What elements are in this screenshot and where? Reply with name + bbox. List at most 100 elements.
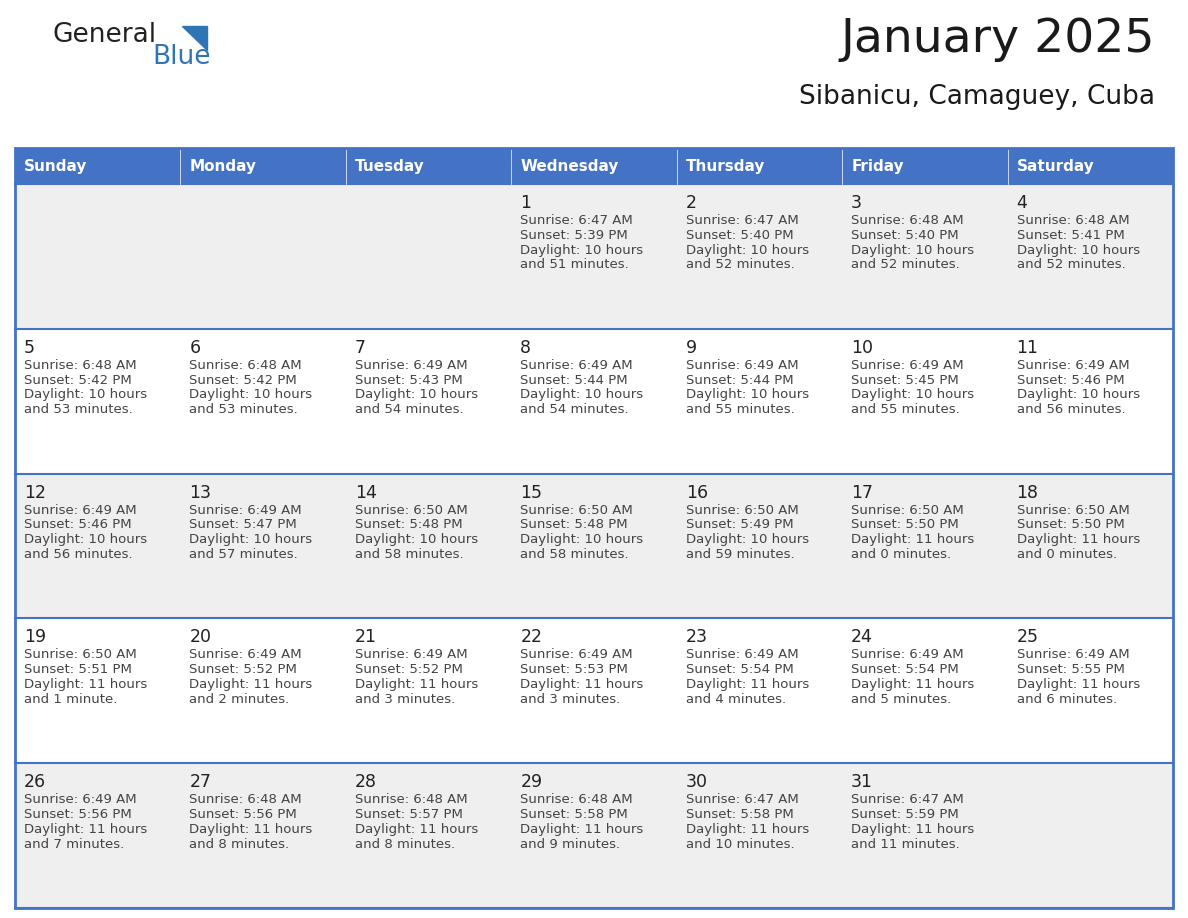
Text: Daylight: 10 hours: Daylight: 10 hours [355,388,478,401]
Text: Sunset: 5:54 PM: Sunset: 5:54 PM [851,663,959,677]
Text: 11: 11 [1017,339,1038,357]
Text: Daylight: 11 hours: Daylight: 11 hours [520,678,644,691]
Text: Sunset: 5:42 PM: Sunset: 5:42 PM [24,374,132,386]
Text: Daylight: 10 hours: Daylight: 10 hours [24,388,147,401]
Text: Sunrise: 6:48 AM: Sunrise: 6:48 AM [1017,214,1130,227]
Text: Sunrise: 6:47 AM: Sunrise: 6:47 AM [520,214,633,227]
Text: and 2 minutes.: and 2 minutes. [189,693,290,706]
Text: Daylight: 10 hours: Daylight: 10 hours [520,243,644,257]
Text: Sunrise: 6:49 AM: Sunrise: 6:49 AM [520,359,633,372]
Text: Sunrise: 6:50 AM: Sunrise: 6:50 AM [685,504,798,517]
Text: Sunrise: 6:49 AM: Sunrise: 6:49 AM [851,648,963,661]
Text: Daylight: 10 hours: Daylight: 10 hours [685,533,809,546]
Text: and 52 minutes.: and 52 minutes. [851,258,960,272]
Text: Tuesday: Tuesday [355,160,424,174]
Text: Monday: Monday [189,160,257,174]
Text: Sunset: 5:39 PM: Sunset: 5:39 PM [520,229,628,241]
Text: 26: 26 [24,773,46,791]
Text: Sunrise: 6:50 AM: Sunrise: 6:50 AM [24,648,137,661]
Text: January 2025: January 2025 [840,17,1155,62]
Text: Sunset: 5:45 PM: Sunset: 5:45 PM [851,374,959,386]
Text: Sunset: 5:53 PM: Sunset: 5:53 PM [520,663,628,677]
Text: Daylight: 11 hours: Daylight: 11 hours [685,678,809,691]
Text: and 55 minutes.: and 55 minutes. [685,403,795,416]
Text: and 56 minutes.: and 56 minutes. [1017,403,1125,416]
Text: Daylight: 11 hours: Daylight: 11 hours [189,678,312,691]
Text: 21: 21 [355,629,377,646]
Text: Sunrise: 6:50 AM: Sunrise: 6:50 AM [851,504,963,517]
Text: Sunrise: 6:49 AM: Sunrise: 6:49 AM [1017,359,1130,372]
Text: 4: 4 [1017,194,1028,212]
Text: Daylight: 11 hours: Daylight: 11 hours [851,533,974,546]
Text: 10: 10 [851,339,873,357]
Text: and 52 minutes.: and 52 minutes. [685,258,795,272]
Text: and 3 minutes.: and 3 minutes. [355,693,455,706]
Text: Sunset: 5:57 PM: Sunset: 5:57 PM [355,808,463,821]
Text: Sunrise: 6:50 AM: Sunrise: 6:50 AM [1017,504,1130,517]
Text: 17: 17 [851,484,873,501]
Text: Sunset: 5:40 PM: Sunset: 5:40 PM [851,229,959,241]
Text: and 7 minutes.: and 7 minutes. [24,837,125,851]
Bar [181,148,346,184]
Text: Sunset: 5:48 PM: Sunset: 5:48 PM [520,519,628,532]
Bar [511,148,677,184]
Text: Sunset: 5:58 PM: Sunset: 5:58 PM [685,808,794,821]
Text: 30: 30 [685,773,708,791]
Text: Sunrise: 6:49 AM: Sunrise: 6:49 AM [189,648,302,661]
Text: Daylight: 11 hours: Daylight: 11 hours [1017,533,1139,546]
Text: 14: 14 [355,484,377,501]
Text: Sunrise: 6:48 AM: Sunrise: 6:48 AM [520,793,633,806]
Text: 25: 25 [1017,629,1038,646]
Bar [15,184,1173,329]
Text: Sunrise: 6:49 AM: Sunrise: 6:49 AM [685,648,798,661]
Text: 19: 19 [24,629,46,646]
Text: Sunset: 5:52 PM: Sunset: 5:52 PM [355,663,463,677]
Text: 24: 24 [851,629,873,646]
Text: and 53 minutes.: and 53 minutes. [24,403,133,416]
Text: Sunday: Sunday [24,160,88,174]
Text: and 10 minutes.: and 10 minutes. [685,837,795,851]
Text: Sunrise: 6:49 AM: Sunrise: 6:49 AM [851,359,963,372]
Text: and 11 minutes.: and 11 minutes. [851,837,960,851]
Text: Sunrise: 6:47 AM: Sunrise: 6:47 AM [685,793,798,806]
Text: Daylight: 11 hours: Daylight: 11 hours [189,823,312,835]
Text: Daylight: 10 hours: Daylight: 10 hours [851,243,974,257]
Text: and 1 minute.: and 1 minute. [24,693,118,706]
Text: Sunset: 5:58 PM: Sunset: 5:58 PM [520,808,628,821]
Polygon shape [182,26,207,50]
Text: Sunrise: 6:49 AM: Sunrise: 6:49 AM [189,504,302,517]
Text: Sunset: 5:52 PM: Sunset: 5:52 PM [189,663,297,677]
Text: Sunset: 5:43 PM: Sunset: 5:43 PM [355,374,462,386]
Bar [15,619,1173,763]
Text: Daylight: 10 hours: Daylight: 10 hours [1017,388,1139,401]
Text: Sunrise: 6:50 AM: Sunrise: 6:50 AM [355,504,468,517]
Text: 29: 29 [520,773,543,791]
Bar [15,474,1173,619]
Text: Sunrise: 6:48 AM: Sunrise: 6:48 AM [189,359,302,372]
Text: and 54 minutes.: and 54 minutes. [520,403,628,416]
Text: and 5 minutes.: and 5 minutes. [851,693,952,706]
Text: Daylight: 11 hours: Daylight: 11 hours [1017,678,1139,691]
Text: Sunset: 5:54 PM: Sunset: 5:54 PM [685,663,794,677]
Text: Daylight: 11 hours: Daylight: 11 hours [355,678,478,691]
Text: and 6 minutes.: and 6 minutes. [1017,693,1117,706]
Text: 6: 6 [189,339,201,357]
Text: and 3 minutes.: and 3 minutes. [520,693,620,706]
Text: Daylight: 10 hours: Daylight: 10 hours [851,388,974,401]
Bar [346,148,511,184]
Text: Blue: Blue [152,44,210,70]
Text: Daylight: 11 hours: Daylight: 11 hours [685,823,809,835]
Text: Sunset: 5:40 PM: Sunset: 5:40 PM [685,229,794,241]
Bar [15,763,1173,908]
Text: Daylight: 10 hours: Daylight: 10 hours [355,533,478,546]
Text: Sunset: 5:46 PM: Sunset: 5:46 PM [24,519,132,532]
Text: Sunrise: 6:48 AM: Sunrise: 6:48 AM [851,214,963,227]
Text: 18: 18 [1017,484,1038,501]
Text: Sunset: 5:50 PM: Sunset: 5:50 PM [1017,519,1124,532]
Text: Daylight: 10 hours: Daylight: 10 hours [520,533,644,546]
Text: 2: 2 [685,194,696,212]
Text: 7: 7 [355,339,366,357]
Text: and 8 minutes.: and 8 minutes. [355,837,455,851]
Text: Sunset: 5:55 PM: Sunset: 5:55 PM [1017,663,1125,677]
Text: Sunrise: 6:49 AM: Sunrise: 6:49 AM [520,648,633,661]
